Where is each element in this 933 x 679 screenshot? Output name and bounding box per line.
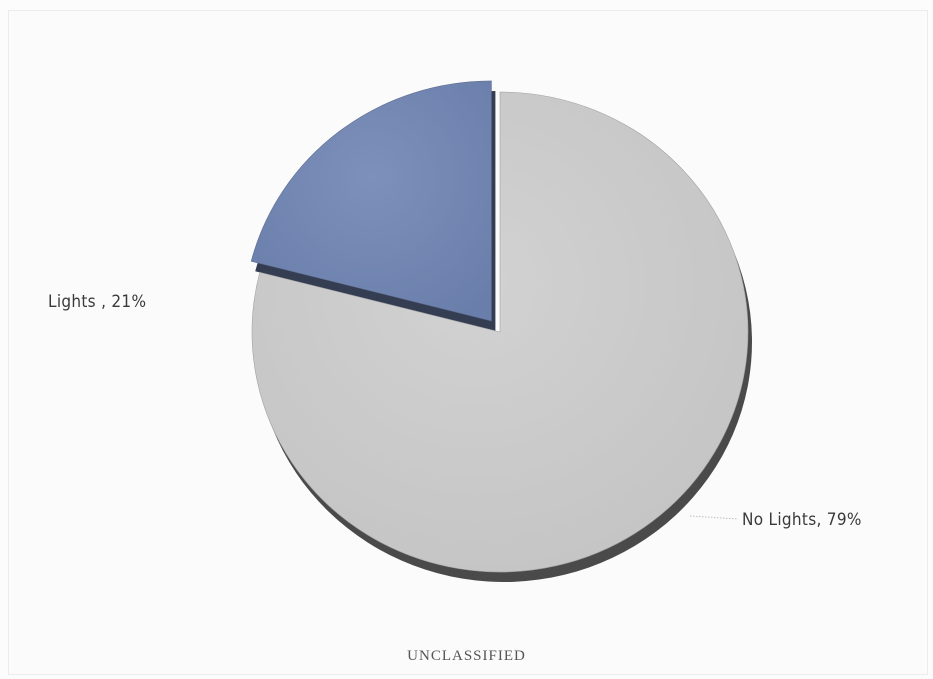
pie-slice-lights	[250, 80, 492, 322]
pie-labels-layer: No Lights, 79% Lights , 21%	[48, 292, 862, 530]
pie-slices-layer	[250, 80, 749, 573]
pie-slice-no-lights	[251, 91, 749, 573]
data-label-no-lights: No Lights, 79%	[742, 510, 862, 530]
classification-footer: UNCLASSIFIED	[407, 648, 526, 664]
leader-line-no-lights	[689, 515, 739, 520]
data-label-lights: Lights , 21%	[48, 292, 146, 312]
